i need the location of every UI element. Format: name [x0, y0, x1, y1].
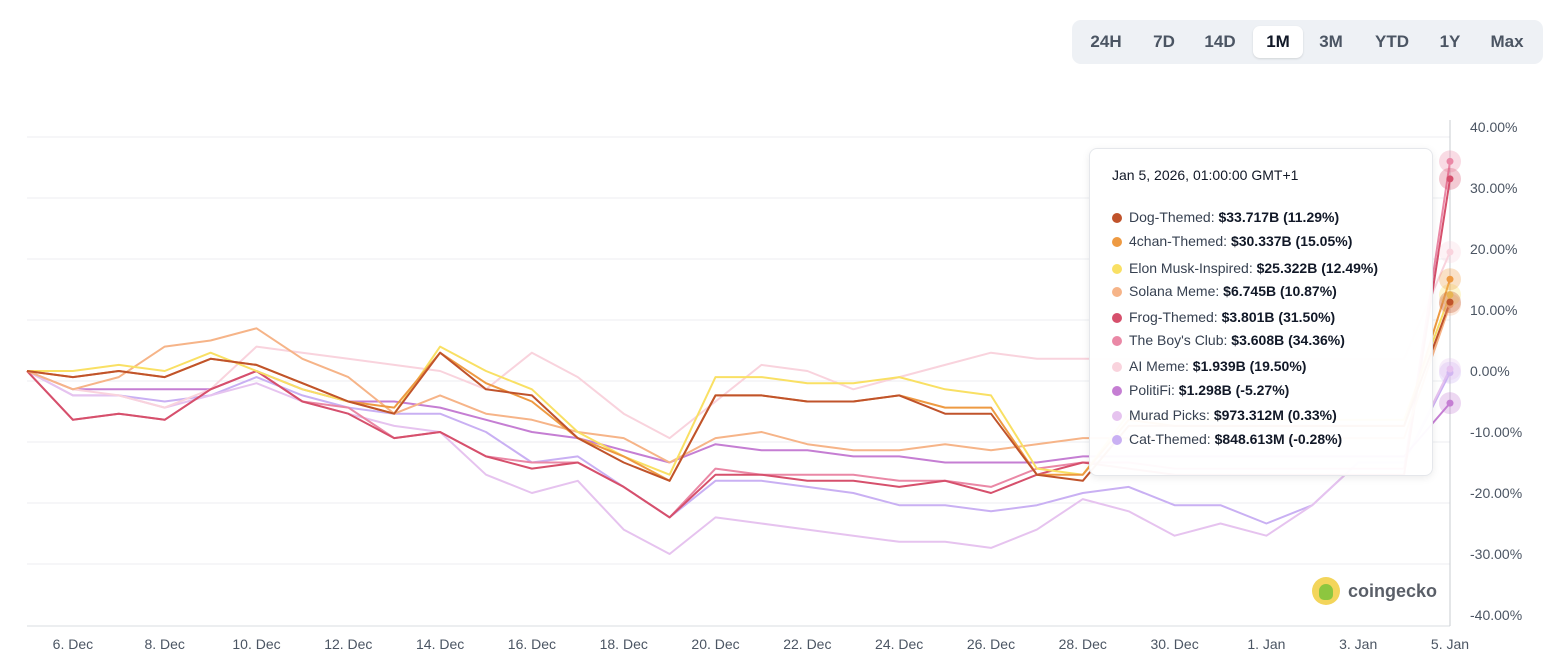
tooltip-row: Dog-Themed: $33.717B (11.29%)	[1112, 209, 1339, 229]
x-tick-label: 26. Dec	[967, 636, 1015, 652]
x-tick-label: 6. Dec	[53, 636, 93, 652]
tooltip-series-name: Elon Musk-Inspired:	[1129, 260, 1253, 276]
tooltip-series-value: $30.337B (15.05%)	[1230, 233, 1353, 249]
x-tick-label: 20. Dec	[691, 636, 739, 652]
range-button-24h[interactable]: 24H	[1090, 32, 1122, 51]
legend-dot-icon	[1112, 336, 1122, 346]
chart-tooltip: Jan 5, 2026, 01:00:00 GMT+1 Dog-Themed: …	[1089, 148, 1433, 476]
tooltip-row: AI Meme: $1.939B (19.50%)	[1112, 358, 1306, 378]
tooltip-row: Murad Picks: $973.312M (0.33%)	[1112, 407, 1337, 427]
y-tick-label: -40.00%	[1470, 607, 1522, 623]
x-tick-label: 12. Dec	[324, 636, 372, 652]
series-endpoint-marker	[1446, 365, 1454, 373]
tooltip-series-name: Murad Picks:	[1129, 407, 1210, 423]
legend-dot-icon	[1112, 313, 1122, 323]
series-endpoint-marker	[1446, 175, 1454, 183]
y-tick-label: 40.00%	[1470, 119, 1517, 135]
range-button-max[interactable]: Max	[1490, 32, 1524, 51]
tooltip-series-value: $25.322B (12.49%)	[1256, 260, 1379, 276]
tooltip-series-value: $6.745B (10.87%)	[1223, 283, 1337, 299]
coingecko-logo: coingecko	[1312, 576, 1442, 606]
range-button-14d[interactable]: 14D	[1204, 32, 1236, 51]
series-endpoint-marker	[1446, 157, 1454, 165]
y-tick-label: 30.00%	[1470, 180, 1517, 196]
series-line	[26, 368, 1451, 555]
tooltip-series-name: Cat-Themed:	[1129, 431, 1211, 447]
range-button-1m[interactable]: 1M	[1253, 26, 1303, 58]
legend-dot-icon	[1112, 435, 1122, 445]
legend-dot-icon	[1112, 287, 1122, 297]
series-endpoint-marker	[1446, 248, 1454, 256]
x-tick-label: 18. Dec	[600, 636, 648, 652]
brand-name: coingecko	[1348, 581, 1438, 601]
y-tick-label: -30.00%	[1470, 546, 1522, 562]
tooltip-series-value: $973.312M (0.33%)	[1213, 407, 1337, 423]
x-tick-label: 22. Dec	[783, 636, 831, 652]
x-tick-label: 3. Jan	[1339, 636, 1377, 652]
y-tick-label: 0.00%	[1470, 363, 1510, 379]
series-endpoint-marker	[1446, 291, 1454, 299]
tooltip-row: 4chan-Themed: $30.337B (15.05%)	[1112, 233, 1352, 253]
legend-dot-icon	[1112, 411, 1122, 421]
x-axis-ticks: 6. Dec 8. Dec 10. Dec 12. Dec 14. Dec 16. Dec…	[53, 636, 1469, 652]
chart-series-endpoints	[1439, 150, 1461, 415]
legend-dot-icon	[1112, 362, 1122, 372]
series-endpoint-marker	[1446, 399, 1454, 407]
tooltip-row: Solana Meme: $6.745B (10.87%)	[1112, 283, 1337, 303]
range-button-ytd[interactable]: YTD	[1375, 32, 1409, 51]
x-tick-label: 10. Dec	[232, 636, 280, 652]
y-tick-label: -20.00%	[1470, 485, 1522, 501]
tooltip-row: Frog-Themed: $3.801B (31.50%)	[1112, 309, 1335, 329]
x-tick-label: 28. Dec	[1059, 636, 1107, 652]
range-button-7d[interactable]: 7D	[1153, 32, 1175, 51]
tooltip-series-name: 4chan-Themed:	[1129, 233, 1228, 249]
tooltip-series-value: $1.298B (-5.27%)	[1178, 382, 1290, 398]
x-tick-label: 14. Dec	[416, 636, 464, 652]
tooltip-series-name: PolitiFi:	[1129, 382, 1175, 398]
gecko-icon	[1312, 577, 1340, 605]
y-tick-label: 10.00%	[1470, 302, 1517, 318]
legend-dot-icon	[1112, 264, 1122, 274]
tooltip-series-name: Solana Meme:	[1129, 283, 1220, 299]
y-tick-label: 20.00%	[1470, 241, 1517, 257]
tooltip-series-value: $3.608B (34.36%)	[1231, 332, 1345, 348]
tooltip-date: Jan 5, 2026, 01:00:00 GMT+1	[1112, 167, 1299, 183]
legend-dot-icon	[1112, 237, 1122, 247]
tooltip-series-name: Dog-Themed:	[1129, 209, 1215, 225]
y-tick-label: -10.00%	[1470, 424, 1522, 440]
x-tick-label: 8. Dec	[144, 636, 184, 652]
range-button-3m[interactable]: 3M	[1319, 32, 1343, 51]
range-button-1y[interactable]: 1Y	[1439, 32, 1461, 51]
series-line	[26, 370, 1451, 525]
x-tick-label: 5. Jan	[1431, 636, 1469, 652]
tooltip-series-value: $33.717B (11.29%)	[1218, 209, 1340, 225]
legend-dot-icon	[1112, 213, 1122, 223]
x-tick-label: 1. Jan	[1247, 636, 1285, 652]
tooltip-series-name: Frog-Themed:	[1129, 309, 1218, 325]
legend-dot-icon	[1112, 386, 1122, 396]
tooltip-row: The Boy's Club: $3.608B (34.36%)	[1112, 332, 1345, 352]
x-tick-label: 30. Dec	[1150, 636, 1198, 652]
tooltip-row: Elon Musk-Inspired: $25.322B (12.49%)	[1112, 260, 1378, 280]
tooltip-series-value: $1.939B (19.50%)	[1192, 358, 1307, 374]
tooltip-series-name: AI Meme:	[1129, 358, 1189, 374]
x-tick-label: 16. Dec	[508, 636, 556, 652]
tooltip-row: Cat-Themed: $848.613M (-0.28%)	[1112, 431, 1342, 451]
tooltip-series-value: $848.613M (-0.28%)	[1214, 431, 1343, 447]
x-tick-label: 24. Dec	[875, 636, 923, 652]
series-endpoint-marker	[1446, 298, 1454, 306]
tooltip-series-value: $3.801B (31.50%)	[1221, 309, 1336, 325]
tooltip-series-name: The Boy's Club:	[1129, 332, 1228, 348]
y-axis-ticks: 40.00% 30.00% 20.00% 10.00% 0.00% -10.00% -20.…	[1470, 119, 1522, 623]
tooltip-row: PolitiFi: $1.298B (-5.27%)	[1112, 382, 1289, 402]
series-endpoint-marker	[1446, 275, 1454, 283]
time-range-selector: 24H 7D 14D 1M 3M YTD 1Y Max	[1072, 20, 1543, 64]
